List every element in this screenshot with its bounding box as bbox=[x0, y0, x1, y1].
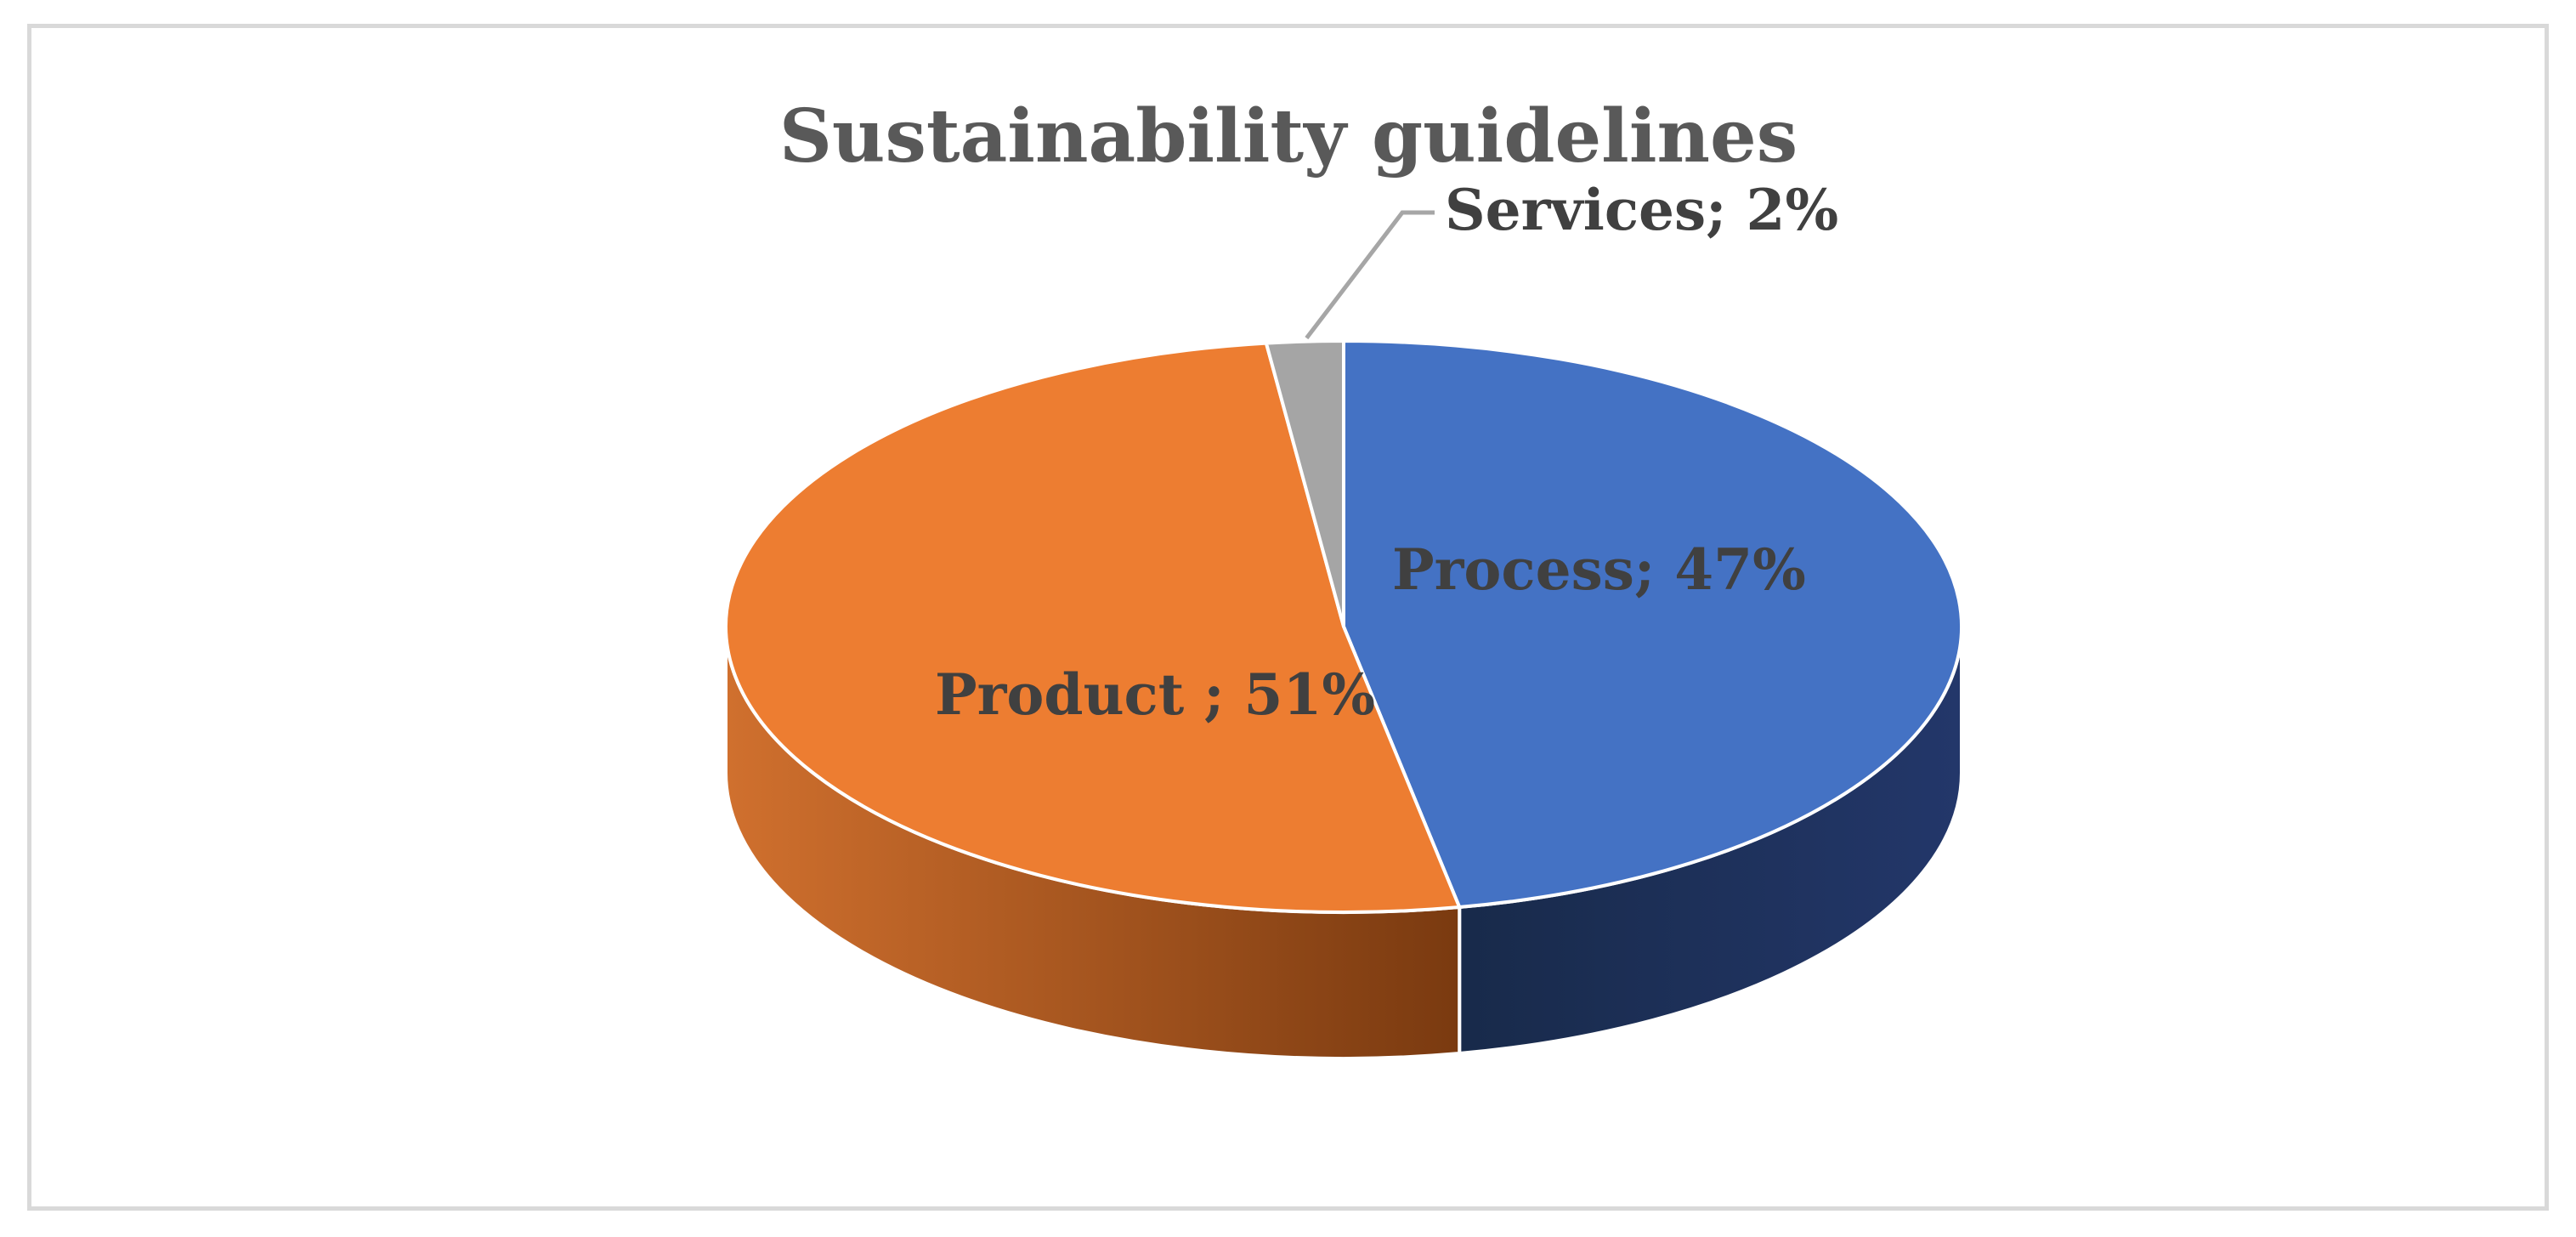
data-label-services: Services; 2% bbox=[1445, 177, 1838, 243]
data-label-product: Product ; 51% bbox=[935, 661, 1375, 728]
chart-title: Sustainability guidelines bbox=[779, 94, 1798, 179]
pie-labels: Process; 47% Product ; 51% Services; 2% bbox=[935, 177, 1838, 728]
pie-slice-product bbox=[724, 341, 1462, 914]
pie-slice-services bbox=[1264, 339, 1345, 628]
pie-tops bbox=[724, 339, 1964, 914]
leader-line-services bbox=[1305, 210, 1435, 340]
data-label-process: Process; 47% bbox=[1392, 536, 1806, 603]
pie-slice-process bbox=[1342, 339, 1964, 910]
